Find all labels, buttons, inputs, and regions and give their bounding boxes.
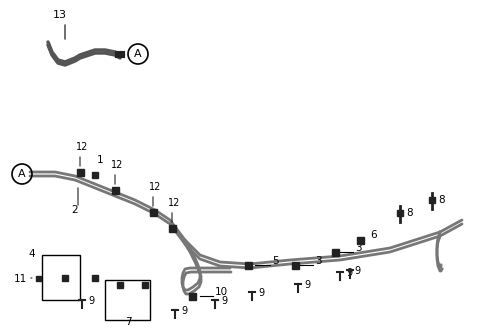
Bar <box>291 262 299 269</box>
Text: 12: 12 <box>111 160 123 170</box>
Text: 12: 12 <box>76 142 88 152</box>
Text: 4: 4 <box>29 249 36 259</box>
Text: 12: 12 <box>168 198 180 208</box>
Text: 12: 12 <box>149 182 161 192</box>
Bar <box>142 282 148 288</box>
Text: 9: 9 <box>346 268 352 278</box>
Bar <box>92 172 98 178</box>
Bar <box>42 255 80 300</box>
Text: A: A <box>18 169 26 179</box>
Bar <box>244 262 252 269</box>
Text: 3: 3 <box>355 243 361 253</box>
Text: 11: 11 <box>13 274 26 284</box>
Bar <box>357 236 363 243</box>
Bar <box>189 292 195 299</box>
Bar <box>332 248 338 256</box>
Text: 8: 8 <box>406 208 413 218</box>
Bar <box>149 208 156 215</box>
Bar <box>105 280 150 320</box>
Bar <box>111 187 119 194</box>
Bar <box>168 224 176 231</box>
Text: 9: 9 <box>221 296 227 306</box>
Bar <box>117 282 123 288</box>
Text: 2: 2 <box>72 205 78 215</box>
Bar <box>36 276 40 281</box>
Bar <box>429 197 435 203</box>
Bar <box>397 210 403 216</box>
Text: 13: 13 <box>53 10 67 20</box>
Text: 9: 9 <box>88 296 94 306</box>
Text: 1: 1 <box>96 155 103 165</box>
Text: 3: 3 <box>315 256 322 266</box>
Text: 9: 9 <box>181 306 187 316</box>
Text: 10: 10 <box>215 287 228 297</box>
Text: 5: 5 <box>272 256 278 266</box>
Text: 9: 9 <box>354 266 360 276</box>
Bar <box>62 275 68 281</box>
Text: 9: 9 <box>258 288 264 298</box>
Text: 8: 8 <box>438 195 444 205</box>
Text: 6: 6 <box>370 230 377 240</box>
Bar <box>92 275 98 281</box>
Text: 7: 7 <box>125 317 132 327</box>
Text: 9: 9 <box>304 280 310 290</box>
Bar <box>76 169 84 176</box>
Text: A: A <box>134 49 142 59</box>
